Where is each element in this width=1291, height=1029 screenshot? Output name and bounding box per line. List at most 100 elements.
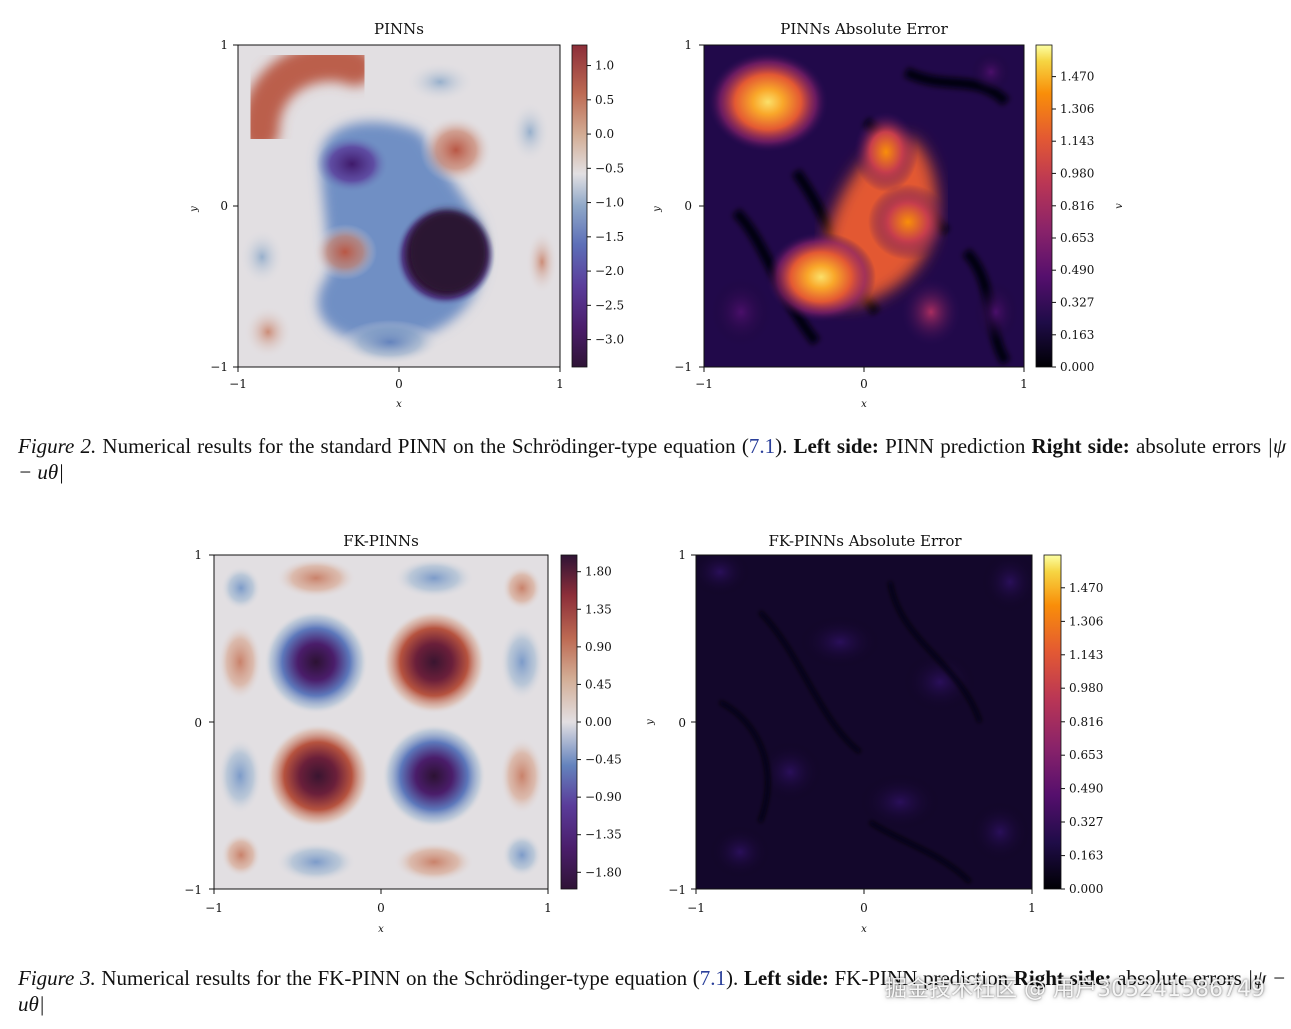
- field-blob: [696, 555, 750, 596]
- colorbar-tick-label: 0.45: [585, 677, 612, 691]
- y-axis-label: y: [189, 206, 200, 213]
- field-blob: [221, 566, 261, 610]
- y-tick-label: 1: [678, 548, 686, 562]
- colorbar-tick-label: −2.5: [595, 298, 624, 312]
- right-side-label: Right side:: [1013, 966, 1112, 990]
- x-tick-label: −1: [205, 901, 223, 915]
- field-blob: [502, 566, 542, 610]
- field-blob: [266, 724, 370, 828]
- figure-3-caption: Figure 3. Numerical results for the FK-P…: [18, 965, 1286, 1017]
- colorbar-tick-label: 1.35: [585, 602, 612, 616]
- colorbar-tick-label: 0.5: [595, 93, 614, 107]
- x-tick-label: −1: [695, 377, 713, 391]
- y-axis: 1 0 −1 y: [189, 38, 238, 374]
- field-blob: [406, 62, 474, 102]
- heatmap-prediction: [238, 45, 560, 367]
- colorbar-tick-label: 1.306: [1069, 614, 1103, 628]
- field-blob: [758, 742, 822, 802]
- colorbar: 1.0 0.5 0.0 −0.5 −1.0 −1.5 −2.0 −2.5 −3.0: [571, 44, 624, 368]
- watermark: 掘金技术社区 @ 用户305241586749: [885, 977, 1265, 1002]
- colorbar: 1.470 1.306 1.143 0.980 0.816 0.653 0.490 0.327…: [1043, 554, 1103, 896]
- colorbar-tick-label: −1.35: [585, 828, 622, 842]
- colorbar-tick-label: 1.143: [1069, 648, 1103, 662]
- colorbar-label: v: [1114, 203, 1125, 209]
- x-tick-label: 1: [1020, 377, 1028, 391]
- field-blob: [860, 774, 940, 830]
- colorbar: 1.470 1.306 1.143 0.980 0.816 0.653 0.490 0.327…: [1035, 44, 1125, 374]
- y-tick-label: 1: [194, 548, 202, 562]
- colorbar-gradient: [560, 554, 578, 890]
- field-blob: [313, 224, 377, 280]
- field-blob: [276, 558, 356, 598]
- field-blob: [408, 210, 488, 294]
- field-blob: [719, 581, 982, 884]
- colorbar-tick-label: 0.653: [1069, 748, 1103, 762]
- x-axis: −1 0 1 x: [695, 367, 1028, 410]
- equation-ref-link[interactable]: 7.1: [748, 434, 776, 458]
- colorbar-tick-label: 0.327: [1060, 295, 1094, 309]
- field-blob: [221, 833, 261, 877]
- colorbar-tick-label: 0.816: [1069, 715, 1103, 729]
- field-blob: [394, 558, 474, 598]
- colorbar-tick-label: 0.90: [585, 640, 612, 654]
- field-blob: [904, 652, 976, 712]
- caption-math: |ψ − uθ|: [18, 434, 1286, 484]
- field-blob: [264, 610, 368, 714]
- y-axis-label: y: [652, 206, 663, 213]
- right-side-label: Right side:: [1031, 434, 1130, 458]
- field-blob: [382, 724, 486, 828]
- field-blob: [502, 833, 542, 877]
- y-tick-label: 0: [220, 199, 228, 213]
- left-side-label: Left side:: [793, 434, 879, 458]
- panel-title: FK-PINNs: [343, 532, 419, 550]
- x-tick-label: 1: [1028, 901, 1036, 915]
- figure-2-caption: Figure 2. Numerical results for the stan…: [18, 433, 1286, 485]
- panel-title: PINNs Absolute Error: [780, 20, 948, 38]
- x-tick-label: −1: [687, 901, 705, 915]
- caption-math: |ψ − uθ|: [18, 966, 1286, 1016]
- y-tick-label: 1: [684, 38, 692, 52]
- caption-text: Numerical results for the FK-PINN on the…: [101, 966, 700, 990]
- field-blob: [500, 624, 544, 700]
- y-tick-label: 1: [220, 38, 228, 52]
- heatmap-error: [704, 45, 1024, 367]
- equation-ref-link[interactable]: 7.1: [699, 966, 727, 990]
- y-tick-label: 0: [684, 199, 692, 213]
- colorbar-tick-label: 0.816: [1060, 199, 1094, 213]
- y-axis-label: y: [645, 719, 656, 726]
- colorbar-tick-label: 0.000: [1060, 360, 1094, 374]
- field-blob: [240, 229, 284, 285]
- colorbar-tick-label: 0.163: [1069, 849, 1103, 863]
- figure-label: Figure 2.: [18, 434, 97, 458]
- y-tick-label: −1: [668, 883, 686, 897]
- x-axis-label: x: [396, 399, 402, 410]
- colorbar-tick-label: 0.653: [1060, 231, 1094, 245]
- y-axis: 1 0 −1: [184, 548, 214, 897]
- colorbar-tick-label: −1.0: [595, 196, 624, 210]
- x-tick-label: 0: [395, 377, 403, 391]
- field-blob: [868, 184, 948, 260]
- field-blob: [854, 112, 918, 192]
- fig3-left-panel: FK-PINNs −1 0 1 x 1 0 −1 1.80 1.35 0.90 0.4…: [184, 532, 622, 935]
- field-blob: [340, 320, 440, 364]
- colorbar-tick-label: 0.327: [1069, 815, 1103, 829]
- colorbar-tick-label: −0.45: [585, 753, 622, 767]
- field-blob: [901, 278, 961, 346]
- figure-label: Figure 3.: [18, 966, 96, 990]
- colorbar: 1.80 1.35 0.90 0.45 0.00 −0.45 −0.90 −1.35 −1.80: [560, 554, 622, 890]
- x-axis: −1 0 1 x: [229, 367, 564, 410]
- field-blob: [800, 616, 880, 668]
- x-axis-label: x: [378, 924, 384, 935]
- y-tick-label: 0: [194, 716, 202, 730]
- field-blob: [218, 624, 262, 700]
- colorbar-tick-label: −2.0: [595, 264, 624, 278]
- y-axis: 1 0 −1 y: [652, 38, 704, 374]
- heatmap-prediction: [214, 555, 548, 889]
- colorbar-tick-label: −0.90: [585, 790, 622, 804]
- colorbar-tick-label: 0.980: [1069, 681, 1103, 695]
- panel-title: FK-PINNs Absolute Error: [768, 532, 962, 550]
- y-tick-label: −1: [184, 883, 202, 897]
- colorbar-tick-label: 1.0: [595, 59, 614, 73]
- x-axis: −1 0 1 x: [687, 889, 1036, 935]
- colorbar-tick-label: 0.490: [1060, 263, 1094, 277]
